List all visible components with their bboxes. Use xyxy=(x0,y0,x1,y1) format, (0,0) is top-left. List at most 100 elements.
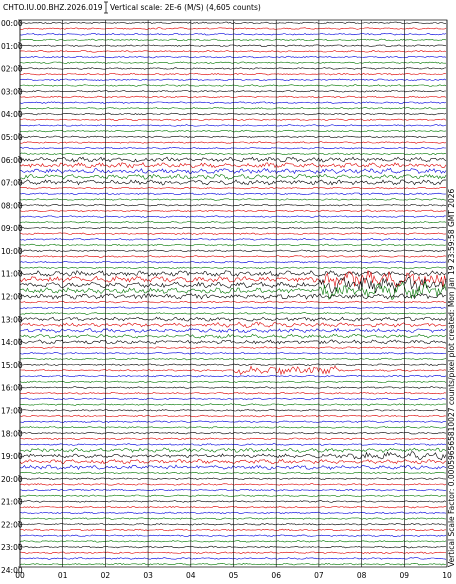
trace xyxy=(19,312,447,315)
trace xyxy=(19,67,447,70)
x-label: 00 xyxy=(15,571,25,580)
trace xyxy=(19,327,447,334)
trace xyxy=(19,403,447,406)
trace xyxy=(19,293,447,300)
trace xyxy=(19,540,447,543)
trace xyxy=(19,363,447,366)
y-label: 06:00 xyxy=(1,156,23,165)
trace xyxy=(20,61,446,64)
trace xyxy=(20,167,447,175)
trace xyxy=(19,300,447,304)
y-label: 00:00 xyxy=(1,19,23,28)
x-label: 08 xyxy=(357,571,367,580)
trace xyxy=(19,386,447,389)
trace xyxy=(19,517,447,520)
trace xyxy=(19,118,447,121)
y-label: 09:00 xyxy=(1,224,23,233)
trace xyxy=(20,365,447,376)
side-note: Vertical Scale Factor: 0.000596565810027… xyxy=(447,188,456,567)
trace xyxy=(19,374,447,378)
trace xyxy=(19,32,447,36)
scale-label: Vertical scale: 2E-6 (M/S) (4,605 counts… xyxy=(110,3,261,12)
trace xyxy=(19,95,447,99)
trace xyxy=(19,186,447,190)
trace xyxy=(19,198,447,201)
trace xyxy=(19,174,447,180)
trace xyxy=(19,414,447,418)
trace xyxy=(19,281,447,301)
x-label: 09 xyxy=(400,571,410,580)
trace xyxy=(19,431,447,435)
trace xyxy=(19,90,446,93)
trace xyxy=(20,505,446,509)
trace xyxy=(19,107,447,110)
y-label: 12:00 xyxy=(1,293,23,302)
x-label: 07 xyxy=(314,571,324,580)
trace xyxy=(19,557,447,560)
trace xyxy=(19,50,447,53)
trace xyxy=(19,451,447,461)
trace xyxy=(19,238,447,241)
trace xyxy=(19,162,447,169)
y-label: 04:00 xyxy=(1,110,23,119)
y-label: 13:00 xyxy=(1,315,23,324)
trace xyxy=(19,270,447,288)
y-label: 07:00 xyxy=(1,179,23,188)
y-label: 23:00 xyxy=(1,543,23,552)
y-label: 05:00 xyxy=(1,133,23,142)
y-label: 17:00 xyxy=(1,406,23,415)
trace xyxy=(19,471,447,475)
y-label: 03:00 xyxy=(1,87,23,96)
trace xyxy=(20,528,447,532)
x-label: 01 xyxy=(58,571,68,580)
traces xyxy=(19,21,447,566)
trace xyxy=(19,494,447,497)
trace xyxy=(19,55,447,59)
trace xyxy=(19,146,446,150)
x-label: 03 xyxy=(143,571,153,580)
y-label: 11:00 xyxy=(1,270,23,279)
trace xyxy=(19,339,447,345)
trace xyxy=(19,488,447,492)
trace xyxy=(19,141,447,144)
trace xyxy=(19,380,447,384)
plot-frame xyxy=(19,19,448,568)
trace xyxy=(19,397,447,401)
trace xyxy=(19,321,447,329)
trace xyxy=(19,209,447,213)
trace xyxy=(19,135,447,139)
trace xyxy=(19,249,447,252)
trace xyxy=(19,352,447,355)
trace xyxy=(20,346,447,349)
trace xyxy=(19,534,447,537)
trace xyxy=(19,38,447,42)
y-label: 08:00 xyxy=(1,201,23,210)
trace xyxy=(19,523,446,526)
y-label: 01:00 xyxy=(1,42,23,51)
y-label: 24:00 xyxy=(1,566,23,575)
trace xyxy=(20,124,447,127)
trace xyxy=(19,270,447,277)
y-label: 16:00 xyxy=(1,384,23,393)
trace xyxy=(19,243,447,247)
trace xyxy=(19,306,447,309)
trace xyxy=(19,44,447,47)
trace xyxy=(19,156,447,163)
trace xyxy=(19,443,447,446)
trace xyxy=(19,420,447,423)
trace xyxy=(19,316,447,322)
scale-bar xyxy=(104,1,108,14)
trace xyxy=(19,437,447,441)
x-label: 02 xyxy=(101,571,111,580)
trace xyxy=(19,511,447,515)
trace xyxy=(19,477,447,480)
y-label: 19:00 xyxy=(1,452,23,461)
trace xyxy=(19,101,447,104)
trace xyxy=(19,447,447,453)
y-label: 22:00 xyxy=(1,520,23,529)
trace xyxy=(19,483,447,486)
trace xyxy=(20,72,447,76)
trace xyxy=(19,500,447,503)
trace xyxy=(19,562,447,566)
